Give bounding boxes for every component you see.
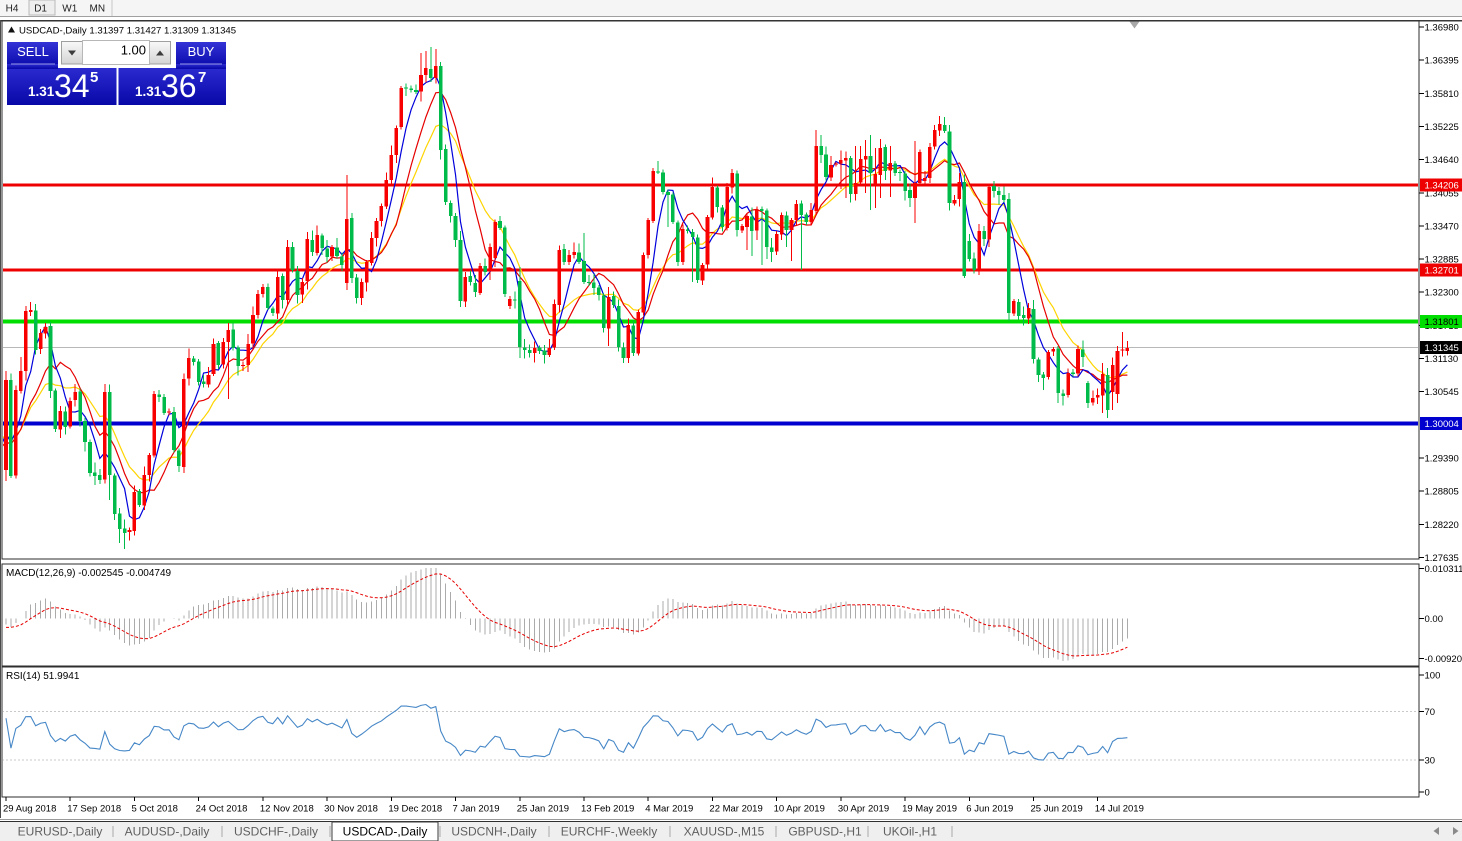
svg-text:34: 34 [54, 68, 90, 104]
svg-text:XAUUSD-,M15: XAUUSD-,M15 [684, 825, 765, 839]
svg-text:MN: MN [90, 4, 106, 15]
svg-text:1.32701: 1.32701 [1425, 266, 1459, 277]
svg-text:1.31: 1.31 [28, 84, 55, 99]
svg-text:22 Mar 2019: 22 Mar 2019 [709, 804, 762, 815]
svg-text:1.29390: 1.29390 [1425, 453, 1459, 464]
svg-text:36: 36 [161, 68, 197, 104]
svg-text:W1: W1 [62, 4, 77, 15]
svg-text:1.31345: 1.31345 [1425, 343, 1459, 354]
svg-text:GBPUSD-,H1: GBPUSD-,H1 [788, 825, 862, 839]
svg-text:1.33470: 1.33470 [1425, 221, 1459, 232]
svg-text:5 Oct 2018: 5 Oct 2018 [131, 804, 177, 815]
svg-text:1.35810: 1.35810 [1425, 89, 1459, 100]
svg-text:25 Jan 2019: 25 Jan 2019 [517, 804, 569, 815]
svg-text:1.27635: 1.27635 [1425, 553, 1459, 564]
svg-text:1.31801: 1.31801 [1425, 317, 1459, 328]
svg-text:1.30545: 1.30545 [1425, 387, 1459, 398]
svg-text:100: 100 [1425, 671, 1441, 682]
svg-text:24 Oct 2018: 24 Oct 2018 [196, 804, 248, 815]
svg-text:17 Sep 2018: 17 Sep 2018 [67, 804, 121, 815]
svg-text:1.36980: 1.36980 [1425, 23, 1459, 34]
svg-text:USDCHF-,Daily: USDCHF-,Daily [234, 825, 318, 839]
svg-text:4 Mar 2019: 4 Mar 2019 [645, 804, 693, 815]
svg-text:13 Feb 2019: 13 Feb 2019 [581, 804, 634, 815]
svg-text:5: 5 [90, 69, 98, 86]
svg-text:BUY: BUY [188, 44, 215, 59]
svg-text:AUDUSD-,Daily: AUDUSD-,Daily [125, 825, 210, 839]
svg-text:19 Dec 2018: 19 Dec 2018 [388, 804, 442, 815]
svg-text:USDCNH-,Daily: USDCNH-,Daily [451, 825, 536, 839]
svg-text:H4: H4 [6, 4, 19, 15]
svg-text:1.34055: 1.34055 [1425, 188, 1459, 199]
svg-text:1.35225: 1.35225 [1425, 122, 1459, 133]
svg-text:1.31130: 1.31130 [1425, 354, 1459, 365]
svg-text:1.36395: 1.36395 [1425, 56, 1459, 67]
svg-text:0.010311: 0.010311 [1425, 564, 1462, 575]
svg-text:-0.009203: -0.009203 [1425, 654, 1462, 665]
svg-text:25 Jun 2019: 25 Jun 2019 [1031, 804, 1083, 815]
svg-text:SELL: SELL [17, 44, 49, 59]
svg-text:0.00: 0.00 [1425, 614, 1444, 625]
svg-text:D1: D1 [34, 4, 47, 15]
svg-text:USDCAD-,Daily 1.31397 1.31427: USDCAD-,Daily 1.31397 1.31427 1.31309 1.… [19, 26, 236, 37]
svg-text:14 Jul 2019: 14 Jul 2019 [1095, 804, 1144, 815]
svg-text:1.30004: 1.30004 [1425, 419, 1459, 430]
svg-text:UKOil-,H1: UKOil-,H1 [883, 825, 937, 839]
svg-text:RSI(14) 51.9941: RSI(14) 51.9941 [6, 671, 80, 682]
svg-text:1.28220: 1.28220 [1425, 520, 1459, 531]
svg-text:1.34206: 1.34206 [1425, 181, 1459, 192]
svg-text:1.00: 1.00 [121, 43, 146, 58]
svg-text:70: 70 [1425, 707, 1436, 718]
svg-text:7: 7 [198, 69, 206, 86]
svg-text:7 Jan 2019: 7 Jan 2019 [453, 804, 500, 815]
svg-text:30 Nov 2018: 30 Nov 2018 [324, 804, 378, 815]
svg-text:29 Aug 2018: 29 Aug 2018 [3, 804, 56, 815]
svg-text:MACD(12,26,9) -0.002545 -0.004: MACD(12,26,9) -0.002545 -0.004749 [6, 568, 172, 579]
svg-text:EURUSD-,Daily: EURUSD-,Daily [18, 825, 103, 839]
svg-text:30: 30 [1425, 756, 1436, 767]
svg-text:6 Jun 2019: 6 Jun 2019 [966, 804, 1013, 815]
svg-text:0: 0 [1425, 788, 1430, 799]
svg-text:19 May 2019: 19 May 2019 [902, 804, 957, 815]
svg-text:USDCAD-,Daily: USDCAD-,Daily [343, 825, 428, 839]
svg-text:EURCHF-,Weekly: EURCHF-,Weekly [561, 825, 657, 839]
svg-text:1.32300: 1.32300 [1425, 288, 1459, 299]
svg-text:1.31: 1.31 [135, 84, 162, 99]
svg-text:12 Nov 2018: 12 Nov 2018 [260, 804, 314, 815]
svg-text:30 Apr 2019: 30 Apr 2019 [838, 804, 889, 815]
svg-text:1.32885: 1.32885 [1425, 255, 1459, 266]
svg-text:1.34640: 1.34640 [1425, 155, 1459, 166]
svg-text:10 Apr 2019: 10 Apr 2019 [774, 804, 825, 815]
svg-text:1.28805: 1.28805 [1425, 487, 1459, 498]
